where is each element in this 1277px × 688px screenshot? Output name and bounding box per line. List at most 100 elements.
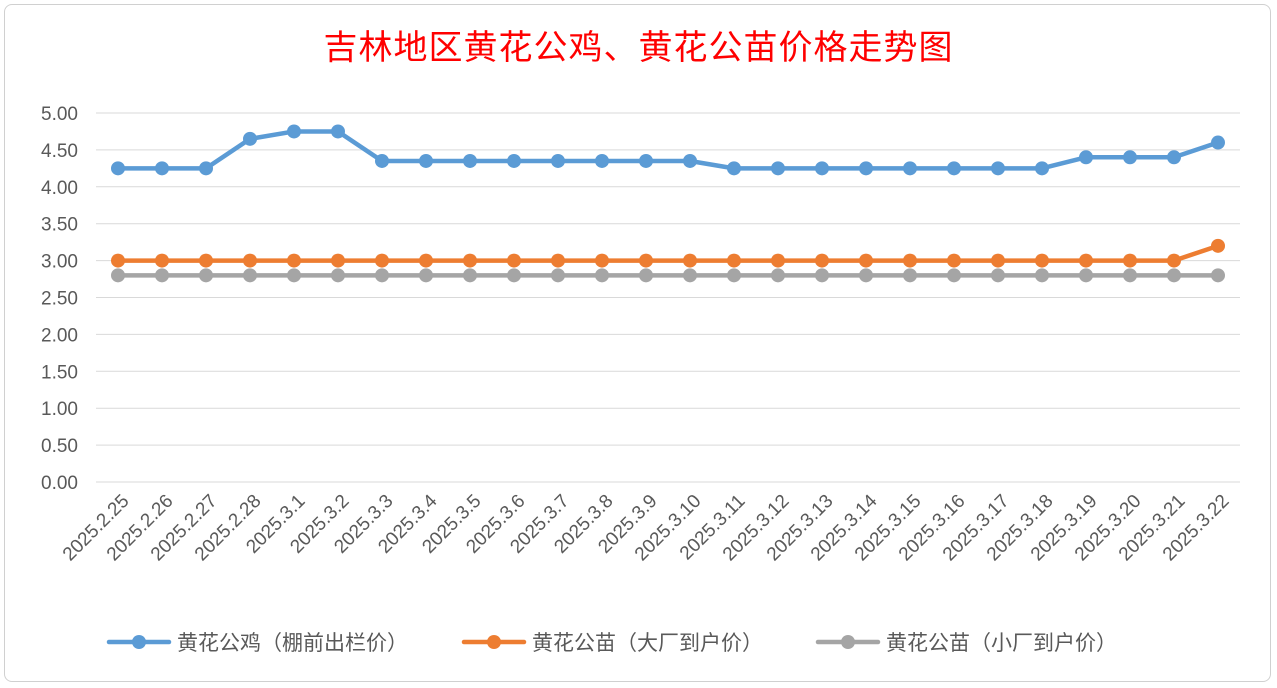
data-point	[111, 161, 125, 176]
legend-label: 黄花公苗（大厂到户价）	[532, 631, 763, 655]
data-point	[771, 268, 785, 283]
y-tick-label: 4.50	[41, 141, 78, 162]
data-point	[507, 253, 521, 268]
data-point	[1167, 150, 1181, 165]
y-tick-label: 1.00	[41, 399, 78, 420]
data-point	[771, 253, 785, 268]
data-point	[331, 268, 345, 283]
data-point	[683, 253, 697, 268]
data-point	[815, 268, 829, 283]
data-point	[595, 153, 609, 168]
data-point	[903, 161, 917, 176]
data-point	[815, 253, 829, 268]
data-point	[243, 253, 257, 268]
data-point	[463, 253, 477, 268]
data-point	[419, 253, 433, 268]
data-point	[463, 268, 477, 283]
data-point	[507, 153, 521, 168]
data-point	[199, 161, 213, 176]
data-point	[727, 253, 741, 268]
data-point	[859, 161, 873, 176]
chart-frame	[4, 4, 1271, 682]
data-point	[771, 161, 785, 176]
data-point	[375, 268, 389, 283]
data-point	[727, 268, 741, 283]
data-point	[155, 253, 169, 268]
data-point	[199, 253, 213, 268]
y-tick-label: 2.50	[41, 289, 78, 310]
data-point	[551, 253, 565, 268]
data-point	[551, 153, 565, 168]
data-point	[243, 268, 257, 283]
y-tick-label: 0.00	[41, 473, 78, 494]
data-point	[419, 153, 433, 168]
y-tick-label: 2.00	[41, 325, 78, 346]
data-point	[1079, 268, 1093, 283]
y-tick-label: 4.00	[41, 178, 78, 199]
data-point	[683, 153, 697, 168]
data-point	[639, 253, 653, 268]
data-point	[1211, 268, 1225, 283]
data-point	[111, 253, 125, 268]
series-line	[115, 243, 1221, 263]
data-point	[1079, 150, 1093, 165]
data-point	[199, 268, 213, 283]
data-point	[463, 153, 477, 168]
data-point	[1035, 268, 1049, 283]
data-point	[903, 253, 917, 268]
data-point	[1167, 253, 1181, 268]
y-tick-label: 5.00	[41, 104, 78, 125]
y-tick-label: 1.50	[41, 362, 78, 383]
data-point	[243, 131, 257, 146]
legend-marker	[487, 635, 501, 649]
x-axis-ticks: 2025.2.252025.2.262025.2.272025.2.282025…	[59, 490, 1234, 565]
data-point	[947, 268, 961, 283]
y-tick-label: 3.50	[41, 215, 78, 236]
y-axis-ticks: 0.00 0.50 1.00 1.50 2.00 2.50 3.00 3.50 4.00 4.50…	[41, 104, 78, 494]
data-point	[331, 253, 345, 268]
data-point	[287, 268, 301, 283]
series-group	[111, 124, 1225, 283]
series-line	[115, 129, 1221, 171]
legend-label: 黄花公鸡（棚前出栏价）	[177, 631, 408, 655]
data-point	[375, 253, 389, 268]
data-point	[639, 268, 653, 283]
data-point	[903, 268, 917, 283]
data-point	[111, 268, 125, 283]
data-point	[815, 161, 829, 176]
legend-marker	[132, 635, 146, 649]
data-point	[727, 161, 741, 176]
data-point	[859, 268, 873, 283]
data-point	[1211, 135, 1225, 150]
data-point	[1211, 238, 1225, 253]
data-point	[507, 268, 521, 283]
data-point	[1167, 268, 1181, 283]
data-point	[991, 268, 1005, 283]
data-point	[1035, 253, 1049, 268]
y-tick-label: 0.50	[41, 436, 78, 457]
data-point	[991, 161, 1005, 176]
data-point	[1123, 253, 1137, 268]
data-point	[683, 268, 697, 283]
data-point	[947, 253, 961, 268]
data-point	[595, 253, 609, 268]
gridlines	[96, 112, 1240, 483]
legend-marker	[841, 635, 855, 649]
y-tick-label: 3.00	[41, 252, 78, 273]
data-point	[331, 124, 345, 139]
data-point	[287, 124, 301, 139]
data-point	[419, 268, 433, 283]
data-point	[155, 268, 169, 283]
data-point	[1123, 268, 1137, 283]
data-point	[155, 161, 169, 176]
data-point	[991, 253, 1005, 268]
data-point	[947, 161, 961, 176]
data-point	[1079, 253, 1093, 268]
data-point	[375, 153, 389, 168]
data-point	[1035, 161, 1049, 176]
data-point	[595, 268, 609, 283]
data-point	[287, 253, 301, 268]
data-point	[639, 153, 653, 168]
data-point	[859, 253, 873, 268]
